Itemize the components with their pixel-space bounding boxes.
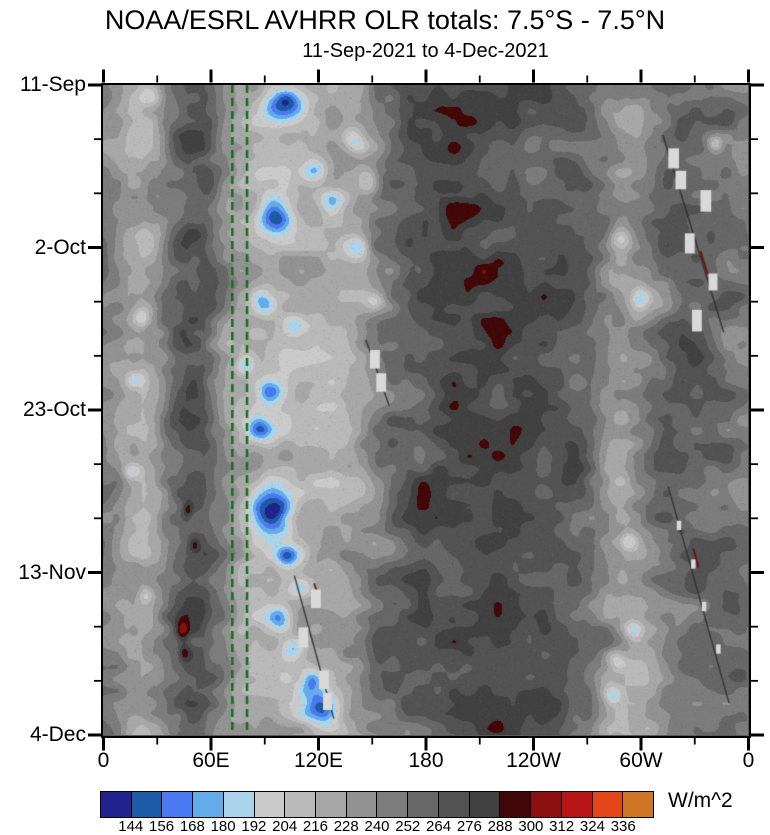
colorbar-box <box>193 792 224 817</box>
colorbar-box <box>408 792 439 817</box>
colorbar-level-label: 276 <box>456 818 482 835</box>
colorbar-box <box>101 792 132 817</box>
colorbar-unit: W/m^2 <box>668 789 733 812</box>
colorbar-level-label: 180 <box>210 818 236 835</box>
colorbar-level-label: 312 <box>549 818 575 835</box>
figure-title: NOAA/ESRL AVHRR OLR totals: 7.5°S - 7.5°… <box>104 5 666 35</box>
y-tick-label: 11-Sep <box>19 73 86 96</box>
y-tick-label: 4-Dec <box>29 723 86 746</box>
x-tick-label: 120W <box>506 749 561 772</box>
y-tick-label: 2-Oct <box>34 235 86 259</box>
colorbar-box <box>438 792 470 817</box>
colorbar-box <box>623 792 653 817</box>
colorbar-box <box>254 792 286 817</box>
x-tick-label: 60E <box>192 749 230 772</box>
plot-area <box>101 82 751 738</box>
colorbar-level-label: 240 <box>364 818 390 835</box>
x-tick-label: 0 <box>97 749 110 772</box>
colorbar-level-label: 324 <box>579 818 605 835</box>
x-tick-label: 180 <box>408 749 444 772</box>
colorbar-level-label: 300 <box>518 818 544 835</box>
colorbar-level-label: 204 <box>272 818 298 835</box>
colorbar-level-label: 168 <box>179 818 205 835</box>
colorbar-level-label: 264 <box>426 818 452 835</box>
colorbar-level-label: 228 <box>333 818 359 835</box>
colorbar-box <box>131 792 163 817</box>
colorbar <box>100 791 654 818</box>
colorbar-box <box>285 792 317 817</box>
colorbar-box <box>561 792 593 817</box>
colorbar-box <box>531 792 562 817</box>
x-tick-label: 60W <box>619 749 663 772</box>
colorbar-box <box>346 792 378 817</box>
colorbar-level-label: 156 <box>149 818 175 835</box>
colorbar-level-label: 192 <box>241 818 267 835</box>
figure-subtitle: 11-Sep-2021 to 4-Dec-2021 <box>302 40 549 62</box>
colorbar-level-label: 288 <box>487 818 513 835</box>
colorbar-box <box>469 792 501 817</box>
colorbar-level-label: 336 <box>610 818 636 835</box>
colorbar-level-label: 144 <box>118 818 144 835</box>
y-tick-label: 23-Oct <box>22 398 86 421</box>
olr-field-canvas <box>103 84 748 735</box>
colorbar-box <box>223 792 255 817</box>
colorbar-box <box>592 792 624 817</box>
colorbar-box <box>162 792 194 817</box>
x-tick-label: 0 <box>742 749 755 772</box>
x-tick-label: 120E <box>293 749 344 772</box>
y-tick-label: 13-Nov <box>18 560 86 584</box>
colorbar-box <box>500 792 532 817</box>
colorbar-level-label: 252 <box>395 818 421 835</box>
colorbar-box <box>377 792 409 817</box>
colorbar-level-label: 216 <box>302 818 328 835</box>
colorbar-box <box>316 792 347 817</box>
